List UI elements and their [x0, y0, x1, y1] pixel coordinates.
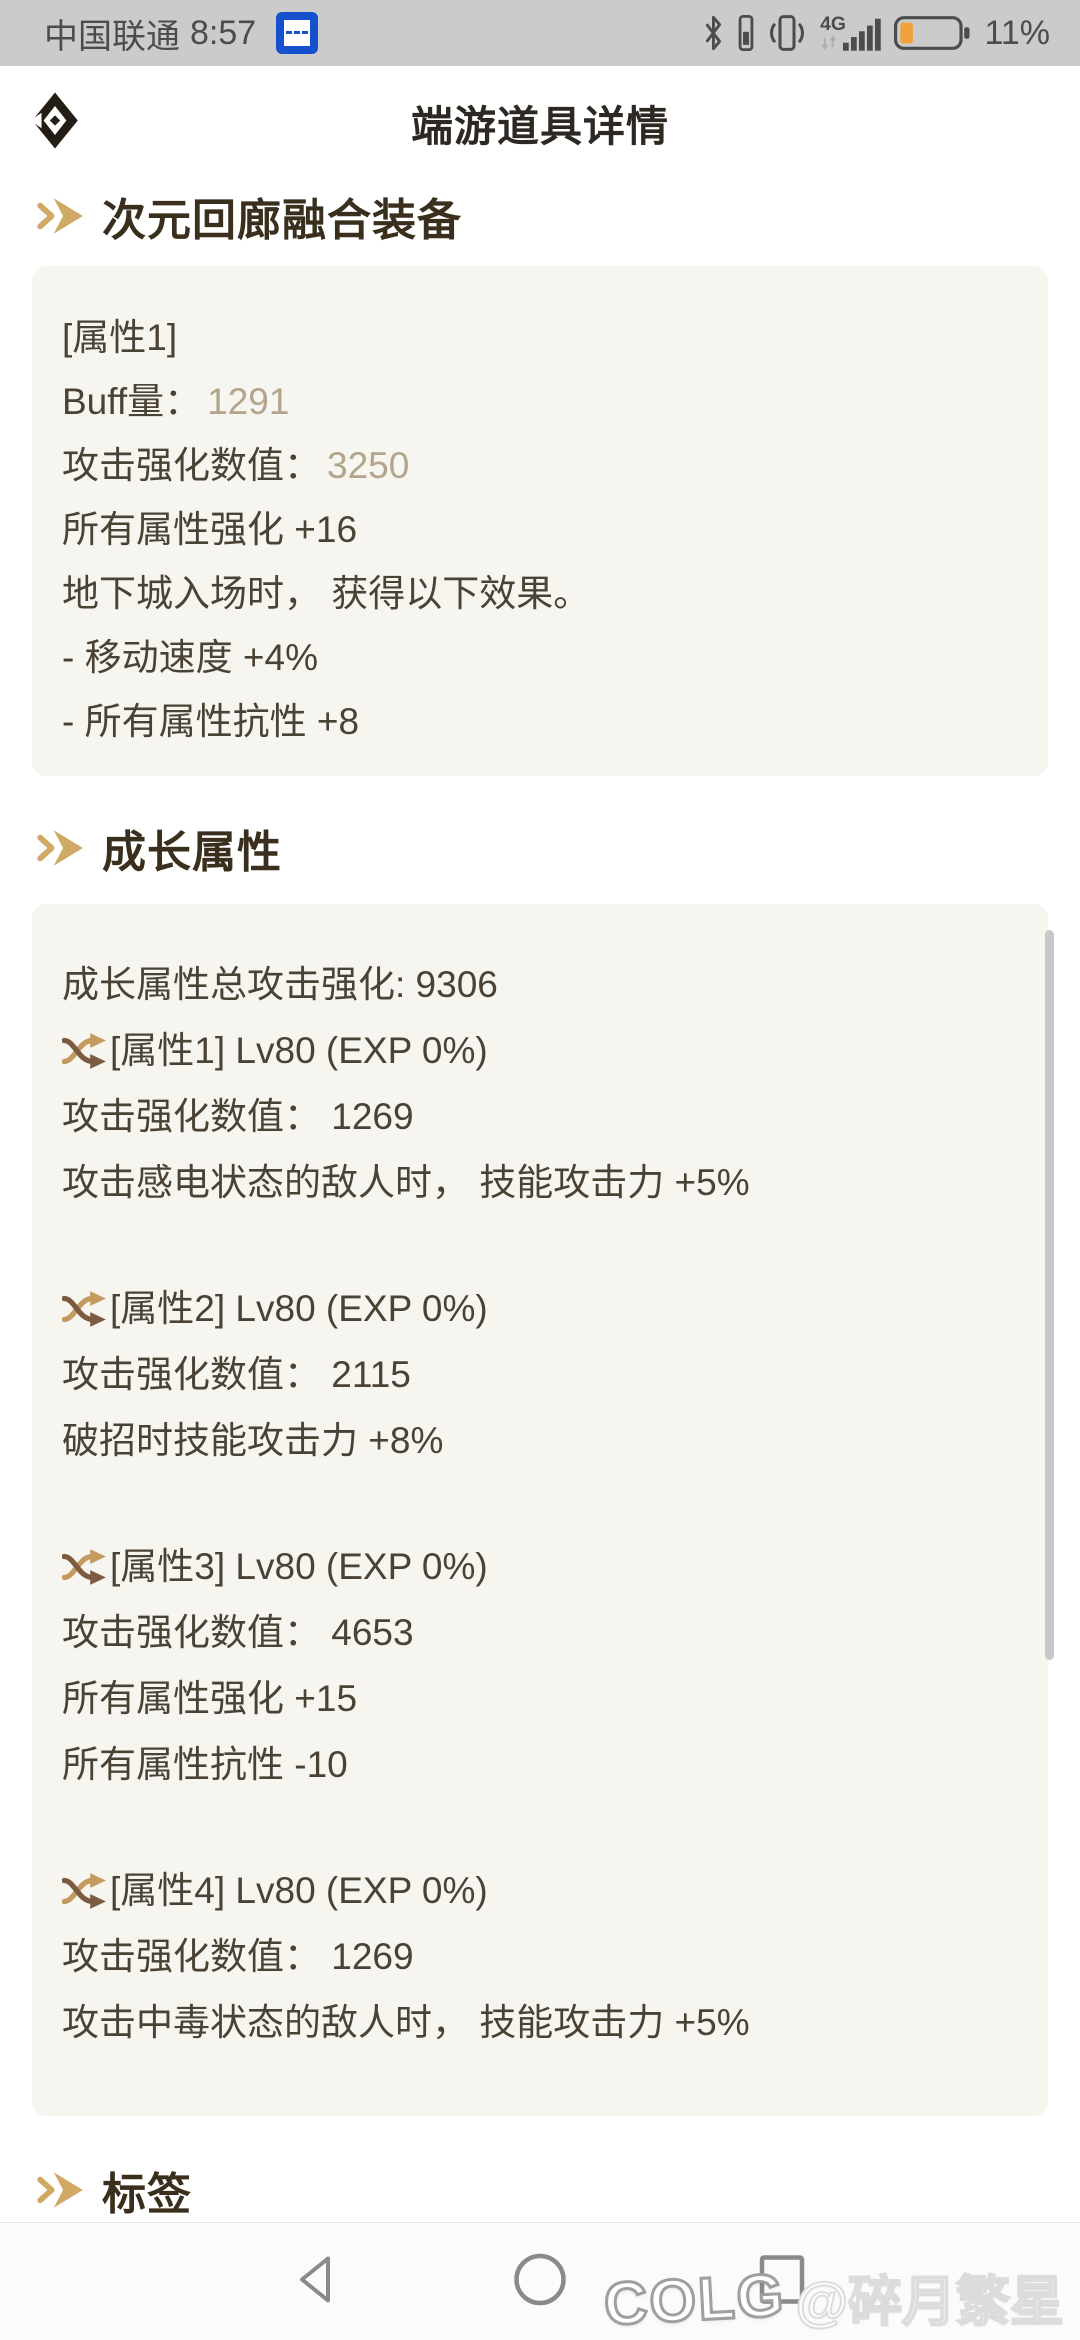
nav-recents-button[interactable]	[758, 2253, 806, 2310]
growth-attr-block-1: [属性1] Lv80 (EXP 0%) 攻击强化数值： 1269 攻击感电状态的…	[62, 1018, 1024, 1216]
growth-attr-line: 所有属性抗性 -10	[62, 1744, 348, 1785]
section-arrow-icon	[37, 2172, 83, 2208]
growth-attr-line: 攻击强化数值： 1269	[62, 1096, 414, 1137]
nav-home-button[interactable]	[513, 2252, 567, 2311]
bluetooth-device-battery-icon	[739, 14, 754, 52]
battery-fill	[900, 22, 914, 44]
fusion-dungeon-note: 地下城入场时， 获得以下效果。	[62, 573, 591, 614]
growth-attr-line: 破招时技能攻击力 +8%	[62, 1420, 444, 1461]
growth-attr-title-text: [属性4] Lv80 (EXP 0%)	[110, 1870, 488, 1911]
vibrate-icon	[770, 15, 805, 51]
shuffle-icon	[62, 1033, 106, 1069]
atk-label: 攻击强化数值：	[62, 445, 321, 486]
notification-app-glyph	[284, 20, 311, 46]
section-arrow-icon	[37, 830, 83, 866]
app-header: 端游道具详情	[0, 66, 1080, 180]
home-circle-icon	[514, 2253, 566, 2305]
growth-total-line: 成长属性总攻击强化: 9306	[62, 964, 498, 1005]
android-nav-bar: COLG @碎月繁星	[0, 2222, 1080, 2340]
growth-section-header: 成长属性	[36, 820, 1080, 877]
growth-attr-title: [属性2] Lv80 (EXP 0%)	[62, 1276, 1024, 1342]
carrier-label: 中国联通	[44, 17, 180, 56]
growth-attr-block-4: [属性4] Lv80 (EXP 0%) 攻击强化数值： 1269 攻击中毒状态的…	[62, 1858, 1024, 2056]
buff-label: Buff量：	[62, 381, 202, 422]
growth-attr-line: 攻击强化数值： 4653	[62, 1612, 414, 1653]
section-arrow-icon	[37, 198, 83, 234]
watermark: COLG @碎月繁星	[601, 2257, 1065, 2339]
tags-section-header: 标签	[36, 2162, 1080, 2219]
recents-square-icon	[759, 2254, 805, 2304]
back-diamond-icon[interactable]	[30, 92, 80, 155]
atk-value: 3250	[327, 445, 410, 486]
growth-section-title: 成长属性	[102, 828, 282, 877]
growth-attr-title-text: [属性1] Lv80 (EXP 0%)	[110, 1030, 488, 1071]
growth-attr-line: 攻击中毒状态的敌人时， 技能攻击力 +5%	[62, 2002, 750, 2043]
shuffle-icon	[62, 1873, 106, 1909]
status-clock: 8:57	[190, 13, 257, 52]
growth-attr-title: [属性4] Lv80 (EXP 0%)	[62, 1858, 1024, 1924]
status-bar: 中国联通 8:57 4G	[0, 0, 1080, 66]
fusion-attr-name: [属性1]	[62, 317, 178, 358]
growth-attr-title: [属性3] Lv80 (EXP 0%)	[62, 1534, 1024, 1600]
battery-icon	[894, 16, 970, 50]
network-type-label: 4G	[821, 13, 847, 35]
growth-attr-title-text: [属性2] Lv80 (EXP 0%)	[110, 1288, 488, 1329]
battery-percent-label: 11%	[984, 13, 1050, 52]
page-title: 端游道具详情	[410, 102, 669, 150]
growth-attr-block-3: [属性3] Lv80 (EXP 0%) 攻击强化数值： 4653 所有属性强化 …	[62, 1534, 1024, 1798]
growth-attr-line: 攻击强化数值： 1269	[62, 1936, 414, 1977]
buff-value: 1291	[207, 381, 290, 422]
fusion-section-title: 次元回廊融合装备	[102, 196, 462, 245]
growth-attr-line: 攻击感电状态的敌人时， 技能攻击力 +5%	[62, 1162, 750, 1203]
notification-app-icon	[276, 12, 319, 54]
bluetooth-icon	[706, 15, 722, 51]
back-triangle-icon	[300, 2256, 330, 2302]
growth-attr-line: 所有属性强化 +15	[62, 1678, 358, 1719]
fusion-all-element-line: 所有属性强化 +16	[62, 509, 358, 550]
fusion-effect-2: - 所有属性抗性 +8	[62, 701, 360, 742]
shuffle-icon	[62, 1549, 106, 1585]
fusion-section-header: 次元回廊融合装备	[36, 188, 1080, 245]
growth-attr-title-text: [属性3] Lv80 (EXP 0%)	[110, 1546, 488, 1587]
signal-strength-icon: 4G	[821, 13, 882, 51]
scrollbar-thumb[interactable]	[1045, 930, 1054, 1660]
fusion-buff-line: Buff量： 1291	[62, 370, 1024, 434]
growth-attributes-card: 成长属性总攻击强化: 9306 [属性1] Lv80 (EXP 0%) 攻击强化…	[32, 904, 1048, 2116]
fusion-effect-1: - 移动速度 +4%	[62, 637, 318, 678]
nav-back-button[interactable]	[293, 2253, 337, 2310]
shuffle-icon	[62, 1291, 106, 1327]
growth-attr-line: 攻击强化数值： 2115	[62, 1354, 411, 1395]
fusion-equipment-card: [属性1] Buff量： 1291 攻击强化数值： 3250 所有属性强化 +16 …	[32, 266, 1048, 776]
tags-section-title: 标签	[102, 2170, 192, 2219]
growth-attr-title: [属性1] Lv80 (EXP 0%)	[62, 1018, 1024, 1084]
fusion-atk-line: 攻击强化数值： 3250	[62, 434, 1024, 498]
watermark-author: @碎月繁星	[794, 2271, 1065, 2333]
growth-attr-block-2: [属性2] Lv80 (EXP 0%) 攻击强化数值： 2115 破招时技能攻击…	[62, 1276, 1024, 1474]
